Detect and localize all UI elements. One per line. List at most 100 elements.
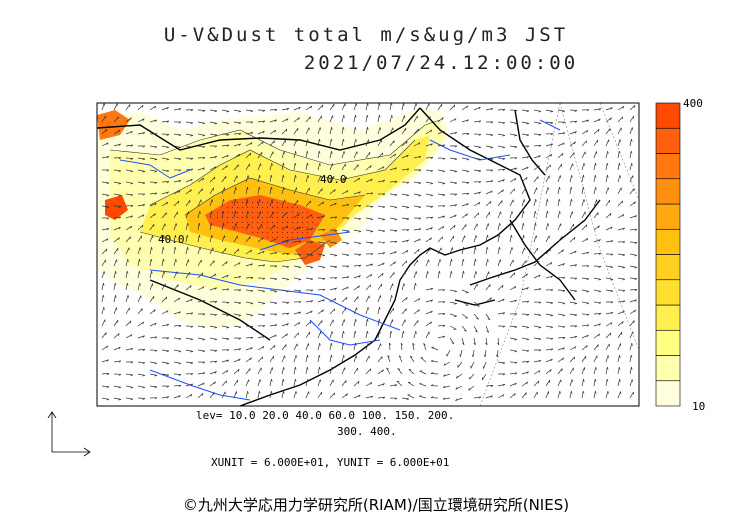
wind-arrow-head — [118, 226, 121, 230]
wind-arrow-head — [382, 396, 386, 399]
wind-arrow — [557, 325, 566, 328]
wind-arrow-head — [142, 398, 146, 400]
wind-arrow-head — [238, 302, 242, 305]
wind-arrow — [605, 163, 608, 171]
wind-arrow — [353, 115, 356, 123]
wind-arrow — [125, 205, 134, 207]
wind-arrow — [245, 336, 254, 339]
wind-arrow-head — [355, 139, 357, 142]
wind-arrow — [569, 120, 578, 123]
wind-arrow — [593, 344, 599, 351]
wind-arrow — [329, 176, 335, 183]
wind-arrow-head — [190, 189, 192, 193]
wind-arrow-head — [418, 206, 422, 209]
wind-arrow — [401, 250, 409, 255]
wind-arrow — [509, 121, 517, 124]
wind-arrow-head — [514, 178, 517, 181]
wind-arrow — [413, 259, 418, 267]
wind-arrow-head — [306, 366, 309, 370]
wind-arrow — [341, 307, 346, 315]
wind-arrow — [593, 212, 599, 219]
wind-arrow — [317, 115, 322, 123]
wind-arrow-head — [634, 278, 638, 280]
wind-arrow — [245, 187, 248, 195]
wind-arrow — [430, 360, 439, 363]
wind-arrow — [161, 235, 165, 243]
wind-arrow-head — [394, 218, 398, 221]
wind-arrow — [329, 216, 337, 219]
wind-arrow-head — [538, 349, 542, 352]
wind-arrow — [485, 235, 488, 243]
wind-arrow-head — [574, 303, 577, 305]
wind-arrow — [389, 384, 397, 387]
wind-arrow-head — [538, 338, 542, 341]
wind-arrow — [113, 259, 117, 267]
wind-arrow-head — [198, 234, 201, 238]
wind-arrow-head — [247, 211, 249, 214]
wind-arrow — [185, 145, 193, 148]
wind-arrow-head — [106, 228, 110, 231]
wind-arrow — [446, 349, 451, 357]
wind-arrow-head — [130, 205, 134, 208]
wind-arrow-head — [394, 240, 398, 243]
wind-arrow — [557, 276, 566, 279]
wind-arrow-head — [238, 315, 241, 317]
wind-arrow-head — [403, 283, 405, 286]
wind-arrow — [113, 385, 121, 388]
wind-arrow-head — [489, 201, 492, 204]
wind-arrow-head — [490, 395, 493, 398]
wind-arrow — [557, 379, 562, 387]
wind-arrow-head — [474, 246, 477, 250]
wind-arrow-head — [466, 213, 468, 217]
wind-arrow — [521, 361, 530, 363]
wind-arrow-head — [526, 361, 530, 364]
wind-arrow-head — [286, 266, 290, 269]
wind-arrow-head — [478, 106, 481, 110]
wind-arrow-head — [474, 258, 477, 262]
wind-arrow — [629, 320, 635, 327]
wind-arrow-head — [247, 187, 249, 190]
wind-arrow-head — [178, 374, 182, 376]
wind-arrow-head — [106, 156, 110, 159]
wind-arrow — [593, 239, 601, 243]
wind-arrow — [281, 187, 285, 195]
wind-arrow-head — [106, 169, 110, 172]
wind-arrow-head — [283, 390, 285, 394]
wind-arrow-head — [190, 373, 194, 376]
wind-arrow-head — [105, 129, 108, 132]
wind-arrow-head — [598, 239, 601, 242]
wind-arrow — [497, 133, 505, 136]
wind-arrow — [449, 214, 457, 219]
wind-arrow-head — [394, 181, 398, 184]
wind-arrow-head — [318, 150, 321, 154]
wind-arrow — [197, 382, 205, 387]
wind-arrow — [257, 301, 265, 304]
wind-arrow-head — [526, 145, 530, 148]
wind-arrow — [443, 373, 451, 377]
wind-arrow-head — [439, 259, 441, 262]
wind-arrow-head — [490, 134, 494, 137]
wind-arrow — [269, 140, 275, 147]
wind-arrow — [509, 133, 517, 136]
wind-arrow — [581, 391, 584, 399]
wind-arrow — [397, 368, 403, 375]
wind-arrow-head — [106, 359, 109, 362]
wind-arrow-head — [286, 118, 289, 121]
wind-arrow-head — [322, 229, 326, 232]
wind-arrow-head — [186, 234, 189, 238]
wind-arrow — [617, 187, 622, 195]
wind-arrow-head — [237, 164, 239, 168]
wind-arrow — [221, 261, 228, 267]
wind-arrow — [617, 300, 625, 303]
wind-arrow-head — [333, 308, 335, 312]
units-line: XUNIT = 6.000E+01, YUNIT = 6.000E+01 — [211, 456, 450, 469]
wind-arrow — [533, 121, 541, 124]
wind-arrow — [449, 104, 456, 111]
wind-arrow-head — [166, 107, 169, 110]
wind-arrow — [149, 336, 157, 339]
wind-arrow — [101, 205, 109, 208]
wind-arrow-head — [514, 135, 517, 137]
wind-arrow-head — [130, 131, 133, 134]
wind-arrow — [569, 335, 577, 339]
wind-arrow-head — [166, 310, 169, 313]
